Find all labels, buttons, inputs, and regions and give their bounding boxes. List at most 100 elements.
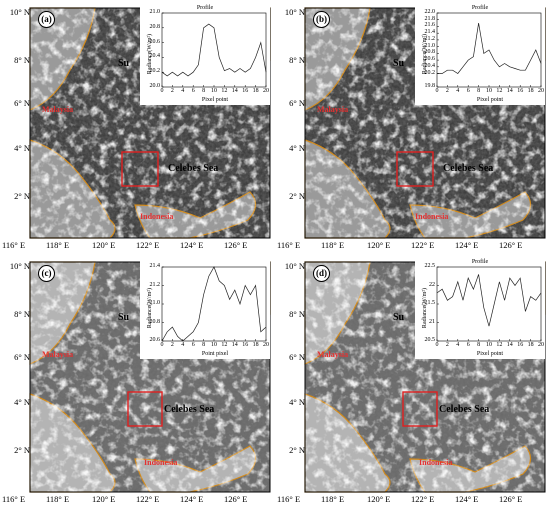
label-indonesia: Indonesia [144, 458, 178, 467]
label-celebes-sea: Celebes Sea [443, 163, 494, 174]
inset-title: Profile [471, 259, 489, 265]
label-celebes-sea: Celebes Sea [164, 404, 215, 415]
inset-xlabel: Pixel point [201, 97, 229, 103]
lon-tick-label: 120° E [367, 494, 391, 504]
lon-tick-label: 116° E [2, 240, 26, 250]
lon-tick-label: 124° E [455, 494, 479, 504]
panel-label: (c) [38, 265, 55, 282]
x-tick-label: 10 [486, 342, 492, 348]
inset-title: Profile [196, 5, 214, 11]
x-tick-label: 20 [538, 342, 544, 348]
y-tick-label: 20.8 [149, 318, 161, 325]
x-tick-label: 16 [242, 342, 249, 348]
lat-tick-label: 4° N [14, 143, 30, 153]
lon-tick-label: 126° E [224, 240, 248, 250]
profile-inset: 20.0 20.2 20.4 20.6 20.8 21.0 0 2 4 6 8 10 12 14 16 18 2… [140, 5, 270, 105]
lon-tick-label: 122° E [136, 494, 160, 504]
lat-tick-label: 2° N [14, 445, 30, 455]
x-tick-label: 18 [527, 342, 534, 348]
profile-chart [436, 12, 542, 88]
inset-ylabel: Radiance(W/m²) [422, 33, 428, 75]
inset-ylabel: Radiance(W/m²) [147, 33, 153, 75]
x-tick-label: 4 [456, 88, 460, 94]
profile-line [161, 266, 267, 342]
label-indonesia: Indonesia [415, 212, 449, 221]
lat-tick-label: 6° N [14, 98, 30, 108]
x-tick-label: 4 [456, 342, 460, 348]
lat-tick-label: 4° N [289, 143, 305, 153]
lon-tick-label: 118° E [46, 494, 70, 504]
panel-label: (d) [313, 265, 330, 282]
x-tick-label: 18 [252, 342, 259, 348]
x-tick-label: 14 [231, 88, 238, 94]
x-tick-label: 2 [170, 342, 174, 348]
label-su: Su [118, 312, 130, 323]
x-tick-label: 2 [445, 342, 449, 348]
lat-tick-label: 8° N [14, 309, 30, 319]
x-tick-label: 0 [435, 342, 439, 348]
lat-tick-label: 6° N [289, 98, 305, 108]
profile-line [437, 23, 542, 74]
x-tick-label: 0 [160, 342, 164, 348]
x-tick-label: 0 [435, 88, 439, 94]
y-tick-label: 21.0 [149, 300, 161, 306]
x-tick-label: 12 [496, 88, 503, 94]
lon-tick-label: 124° E [180, 240, 204, 250]
lat-tick-label: 10° N [9, 261, 30, 271]
x-tick-label: 16 [517, 88, 524, 94]
inset-ylabel: Radiance(W/m²) [147, 287, 153, 329]
lat-tick-label: 6° N [14, 352, 30, 362]
label-su: Su [393, 58, 405, 69]
y-tick-label: 20.5 [424, 337, 436, 343]
x-tick-label: 8 [202, 88, 206, 94]
profile-chart [161, 266, 267, 342]
x-tick-label: 2 [445, 88, 449, 94]
inset-ylabel: Radiance(W/m²) [422, 287, 428, 329]
plot-frame [161, 266, 267, 342]
lon-tick-label: 126° E [499, 494, 523, 504]
label-celebes-sea: Celebes Sea [439, 404, 490, 415]
x-tick-label: 12 [221, 88, 228, 94]
lat-tick-label: 4° N [14, 397, 30, 407]
x-tick-label: 18 [527, 88, 534, 94]
y-tick-label: 21.5 [424, 300, 436, 306]
y-tick-label: 20.2 [424, 69, 436, 76]
study-area-box [121, 151, 159, 187]
lon-tick-label: 116° E [277, 240, 301, 250]
x-tick-label: 10 [211, 88, 217, 94]
x-tick-label: 10 [211, 342, 217, 348]
inset-title: Profile [471, 5, 489, 11]
lat-tick-label: 8° N [289, 55, 305, 65]
y-tick-label: 21.0 [424, 42, 436, 49]
y-tick-label: 21.2 [149, 281, 161, 288]
x-tick-label: 6 [466, 342, 470, 348]
y-tick-label: 21.6 [424, 22, 436, 29]
lon-tick-label: 126° E [224, 494, 248, 504]
x-tick-label: 4 [181, 342, 185, 348]
label-indonesia: Indonesia [419, 458, 453, 467]
x-tick-label: 8 [477, 88, 481, 94]
lat-tick-label: 8° N [14, 55, 30, 65]
label-malaysia: Malaysia [42, 350, 74, 359]
lon-tick-label: 120° E [92, 240, 116, 250]
x-tick-label: 12 [221, 342, 228, 348]
label-su: Su [393, 312, 405, 323]
profile-inset: 19.8 20.2 20.4 20.6 20.8 21.0 21.2 21.4 21.6 21.8… [415, 5, 545, 105]
y-tick-label: 20.6 [424, 56, 436, 63]
x-tick-label: 16 [242, 88, 249, 94]
y-tick-label: 20.6 [149, 337, 161, 343]
profile-chart [436, 266, 542, 342]
inset-xlabel: Point pixel [201, 351, 229, 357]
x-tick-label: 14 [506, 88, 513, 94]
x-tick-label: 14 [506, 342, 513, 348]
x-tick-label: 8 [477, 342, 481, 348]
x-tick-label: 2 [170, 88, 174, 94]
study-area-box [127, 391, 163, 427]
x-tick-label: 4 [181, 88, 185, 94]
y-tick-label: 21.4 [149, 263, 161, 269]
y-tick-label: 22 [429, 281, 435, 288]
lat-tick-label: 2° N [289, 191, 305, 201]
y-tick-label: 22.0 [424, 9, 436, 15]
inset-xlabel: Pixel point [476, 351, 504, 357]
lon-tick-label: 124° E [455, 240, 479, 250]
